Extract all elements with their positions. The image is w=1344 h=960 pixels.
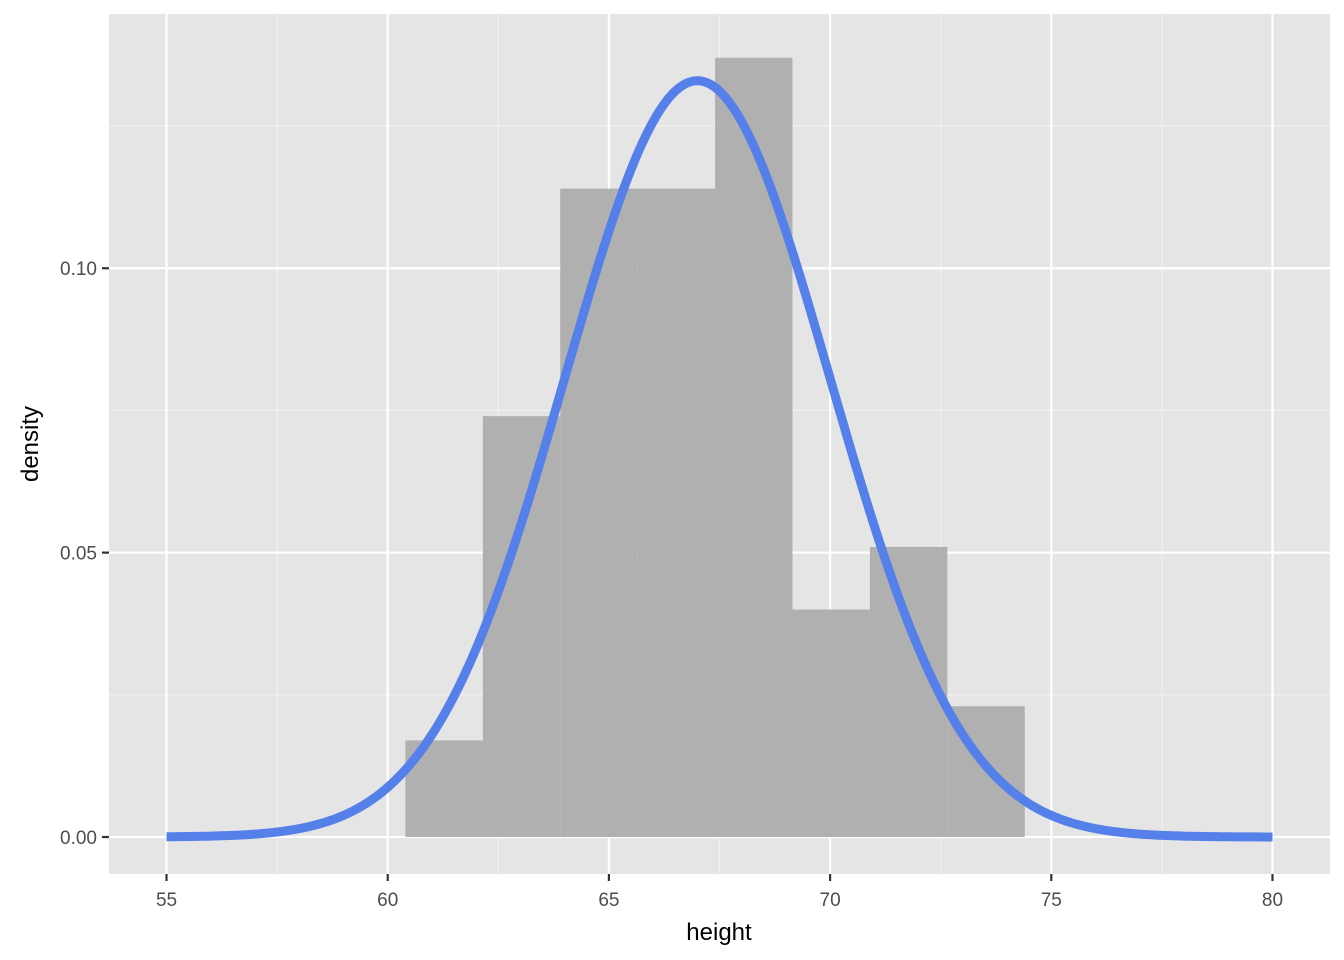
histogram-bars bbox=[405, 57, 1025, 838]
x-tick-label: 80 bbox=[1262, 890, 1283, 911]
x-tick-label: 65 bbox=[598, 890, 619, 911]
histogram-bar bbox=[715, 57, 793, 838]
y-axis-title: density bbox=[17, 406, 44, 482]
histogram-bar bbox=[792, 609, 870, 838]
y-tick-label: 0.05 bbox=[60, 544, 97, 565]
histogram-bar bbox=[637, 188, 716, 838]
y-axis: 0.00 0.05 0.10 bbox=[60, 259, 109, 849]
x-axis-title: height bbox=[686, 919, 752, 946]
x-tick-label: 75 bbox=[1041, 890, 1062, 911]
histogram-bar bbox=[560, 188, 638, 838]
histogram-bar bbox=[482, 416, 561, 838]
x-tick-label: 55 bbox=[156, 890, 177, 911]
y-tick-label: 0.00 bbox=[60, 828, 97, 849]
x-axis: 55 60 65 70 75 80 bbox=[156, 874, 1283, 911]
x-tick-label: 60 bbox=[377, 890, 398, 911]
x-tick-label: 70 bbox=[820, 890, 841, 911]
normal-density-curve bbox=[165, 76, 1274, 842]
y-tick-label: 0.10 bbox=[60, 259, 97, 280]
